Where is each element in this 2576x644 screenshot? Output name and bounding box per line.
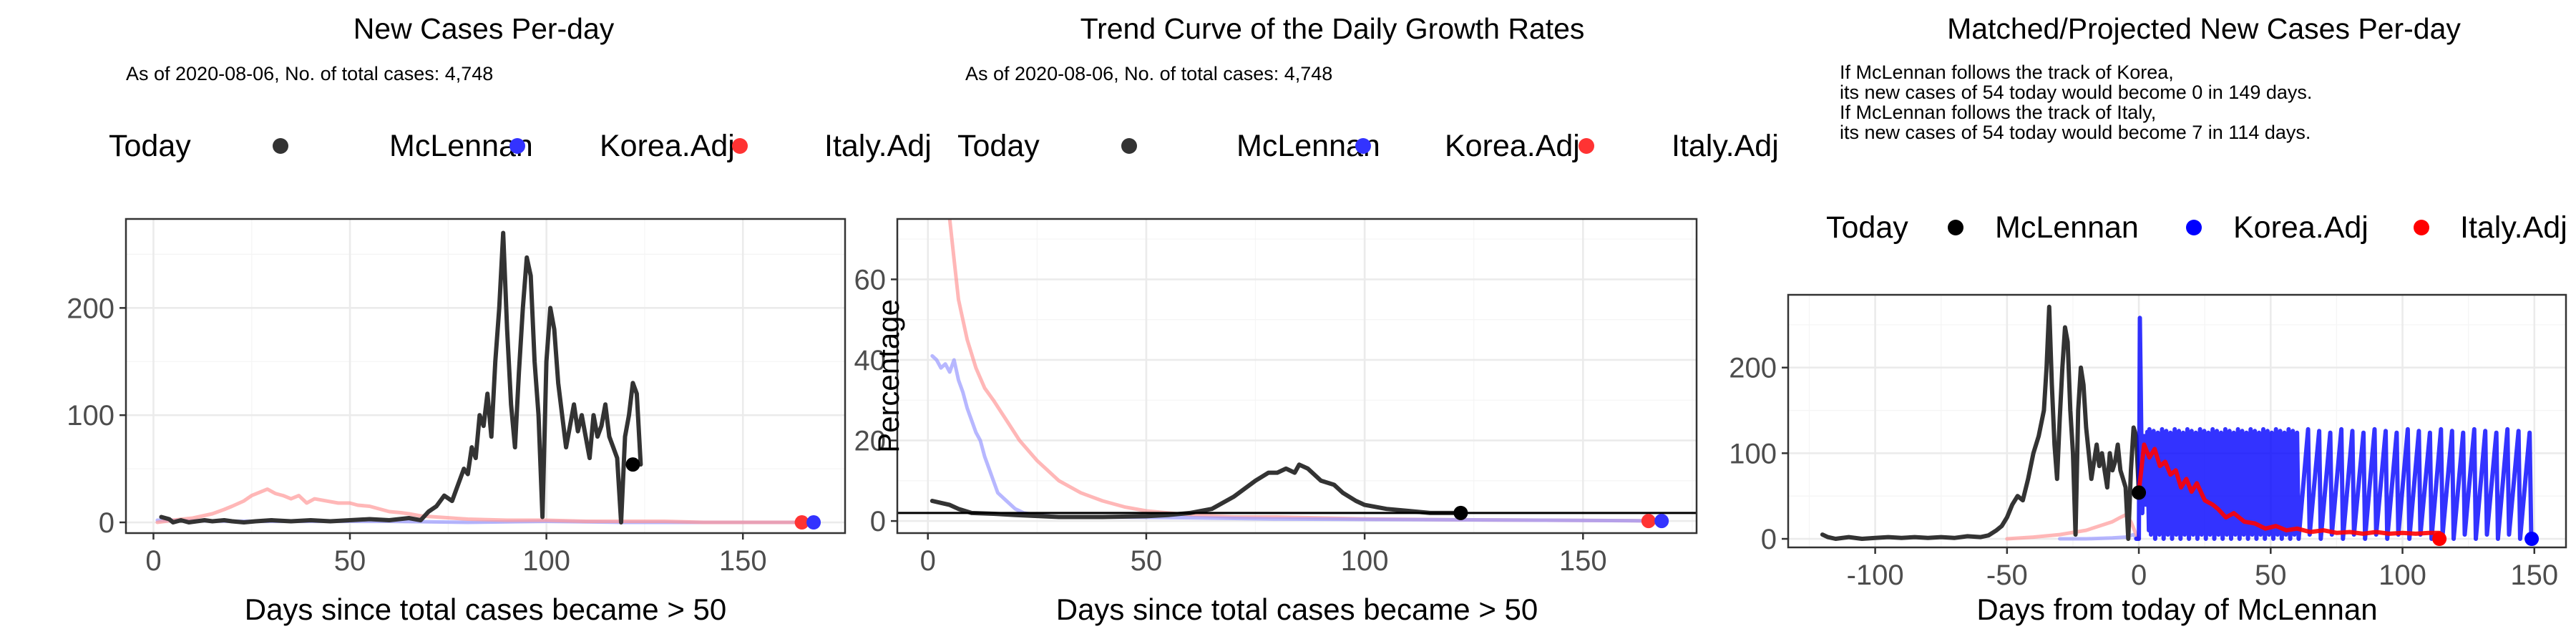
- x-tick-label: 100: [2379, 560, 2426, 591]
- y-tick-label: 200: [67, 293, 114, 324]
- chart-panel-1: New Cases Per-day As of 2020-08-06, No. o…: [67, 12, 932, 626]
- today-marker-italy-adj: [1641, 514, 1656, 529]
- series-line-mclennan: [159, 230, 643, 525]
- legend-title: Today: [957, 129, 1040, 163]
- plot-background: [897, 219, 1697, 533]
- x-axis-label: Days from today of McLennan: [1976, 592, 2377, 626]
- today-marker-korea-adj: [806, 515, 821, 530]
- today-marker-korea-adj: [2524, 532, 2540, 547]
- plot-border: [896, 218, 1698, 535]
- today-marker-korea-adj: [1654, 514, 1669, 529]
- series-line-mclennan: [1820, 304, 2142, 541]
- legend-label: Italy.Adj: [824, 129, 932, 163]
- series-line-korea-adj: [930, 353, 1664, 523]
- series-group: [1820, 304, 2534, 541]
- x-tick-label: -100: [1847, 560, 1904, 591]
- legend-key-mclennan: [1948, 220, 1963, 235]
- chart-subtitle: If McLennan follows the track of Korea,: [1840, 62, 2174, 83]
- legend-key-korea-adj: [2186, 220, 2202, 235]
- x-tick-label: 0: [2131, 560, 2147, 591]
- chart-title: New Cases Per-day: [353, 12, 615, 45]
- chart-subtitle: its new cases of 54 today would become 0…: [1840, 82, 2312, 103]
- series-group: [155, 230, 816, 525]
- x-tick-label: 50: [334, 545, 366, 577]
- chart-subtitle: If McLennan follows the track of Italy,: [1840, 102, 2156, 123]
- y-tick-label: 0: [1761, 524, 1777, 555]
- legend-label: Korea.Adj: [2233, 210, 2368, 245]
- x-tick-label: -50: [1986, 560, 2028, 591]
- series-line-italy-adj: [155, 487, 808, 525]
- x-tick-label: 150: [2510, 560, 2558, 591]
- legend-key-italy-adj: [2414, 220, 2429, 235]
- y-tick-label: 200: [1729, 353, 1777, 384]
- x-axis-label: Days since total cases became > 50: [245, 592, 727, 626]
- legend-label: Korea.Adj: [600, 129, 735, 163]
- plot-border: [1787, 293, 2567, 549]
- chart-subtitle: its new cases of 54 today would become 7…: [1840, 122, 2311, 143]
- chart-title: Matched/Projected New Cases Per-day: [1947, 12, 2461, 45]
- today-marker-italy-adj: [794, 515, 809, 530]
- series-line-italy-adj: [2137, 442, 2442, 536]
- x-tick-label: 100: [522, 545, 570, 577]
- y-tick-label: 100: [1729, 438, 1777, 469]
- legend-key-korea-adj: [509, 138, 525, 154]
- legend: Today McLennan Korea.Adj Italy.Adj: [109, 129, 932, 163]
- legend-label: Italy.Adj: [2460, 210, 2567, 245]
- legend-title: Today: [109, 129, 191, 163]
- legend-label: Korea.Adj: [1445, 129, 1580, 163]
- legend: Today McLennan Korea.Adj Italy.Adj: [1826, 210, 2567, 245]
- legend-key-mclennan: [273, 138, 288, 154]
- legend-title: Today: [1826, 210, 1908, 245]
- x-tick-label: 0: [920, 545, 936, 577]
- plot-border: [125, 218, 847, 535]
- y-tick-label: 40: [854, 345, 887, 376]
- chart-title: Trend Curve of the Daily Growth Rates: [1080, 12, 1585, 45]
- chart-panel-3: Matched/Projected New Cases Per-day If Mc…: [1729, 12, 2567, 626]
- plot-background: [126, 219, 845, 533]
- y-axis-label: Percentage: [872, 299, 905, 453]
- legend-label: McLennan: [1995, 210, 2139, 245]
- legend-label: Italy.Adj: [1672, 129, 1779, 163]
- legend-key-italy-adj: [1579, 138, 1594, 154]
- series-line-korea-adj: [2134, 316, 2534, 541]
- y-tick-label: 100: [67, 400, 114, 431]
- series-line-italy-adj-past-: [2005, 513, 2141, 541]
- today-marker-mclennan: [2132, 485, 2147, 500]
- x-tick-label: 100: [1341, 545, 1389, 577]
- y-tick-label: 20: [854, 426, 887, 457]
- chart-panel-2: Trend Curve of the Daily Growth Rates As …: [854, 12, 1779, 626]
- x-tick-label: 50: [1131, 545, 1163, 577]
- y-tick-label: 0: [99, 507, 114, 539]
- legend-key-korea-adj: [1355, 138, 1371, 154]
- x-tick-label: 50: [2255, 560, 2287, 591]
- today-marker-italy-adj: [2432, 532, 2447, 547]
- x-tick-label: 150: [719, 545, 767, 577]
- y-tick-label: 60: [854, 264, 887, 296]
- today-marker-mclennan: [625, 457, 640, 472]
- x-tick-label: 0: [145, 545, 161, 577]
- x-tick-label: 150: [1559, 545, 1607, 577]
- y-tick-label: 0: [870, 506, 886, 537]
- legend-label: McLennan: [389, 129, 533, 163]
- legend: Today McLennan Korea.Adj Italy.Adj: [957, 129, 1779, 163]
- legend-key-mclennan: [1121, 138, 1137, 154]
- today-marker-mclennan: [1453, 505, 1468, 520]
- legend-key-italy-adj: [732, 138, 748, 154]
- chart-subtitle: As of 2020-08-06, No. of total cases: 4,…: [965, 63, 1332, 84]
- chart-subtitle: As of 2020-08-06, No. of total cases: 4,…: [126, 63, 493, 84]
- x-axis-label: Days since total cases became > 50: [1056, 592, 1538, 626]
